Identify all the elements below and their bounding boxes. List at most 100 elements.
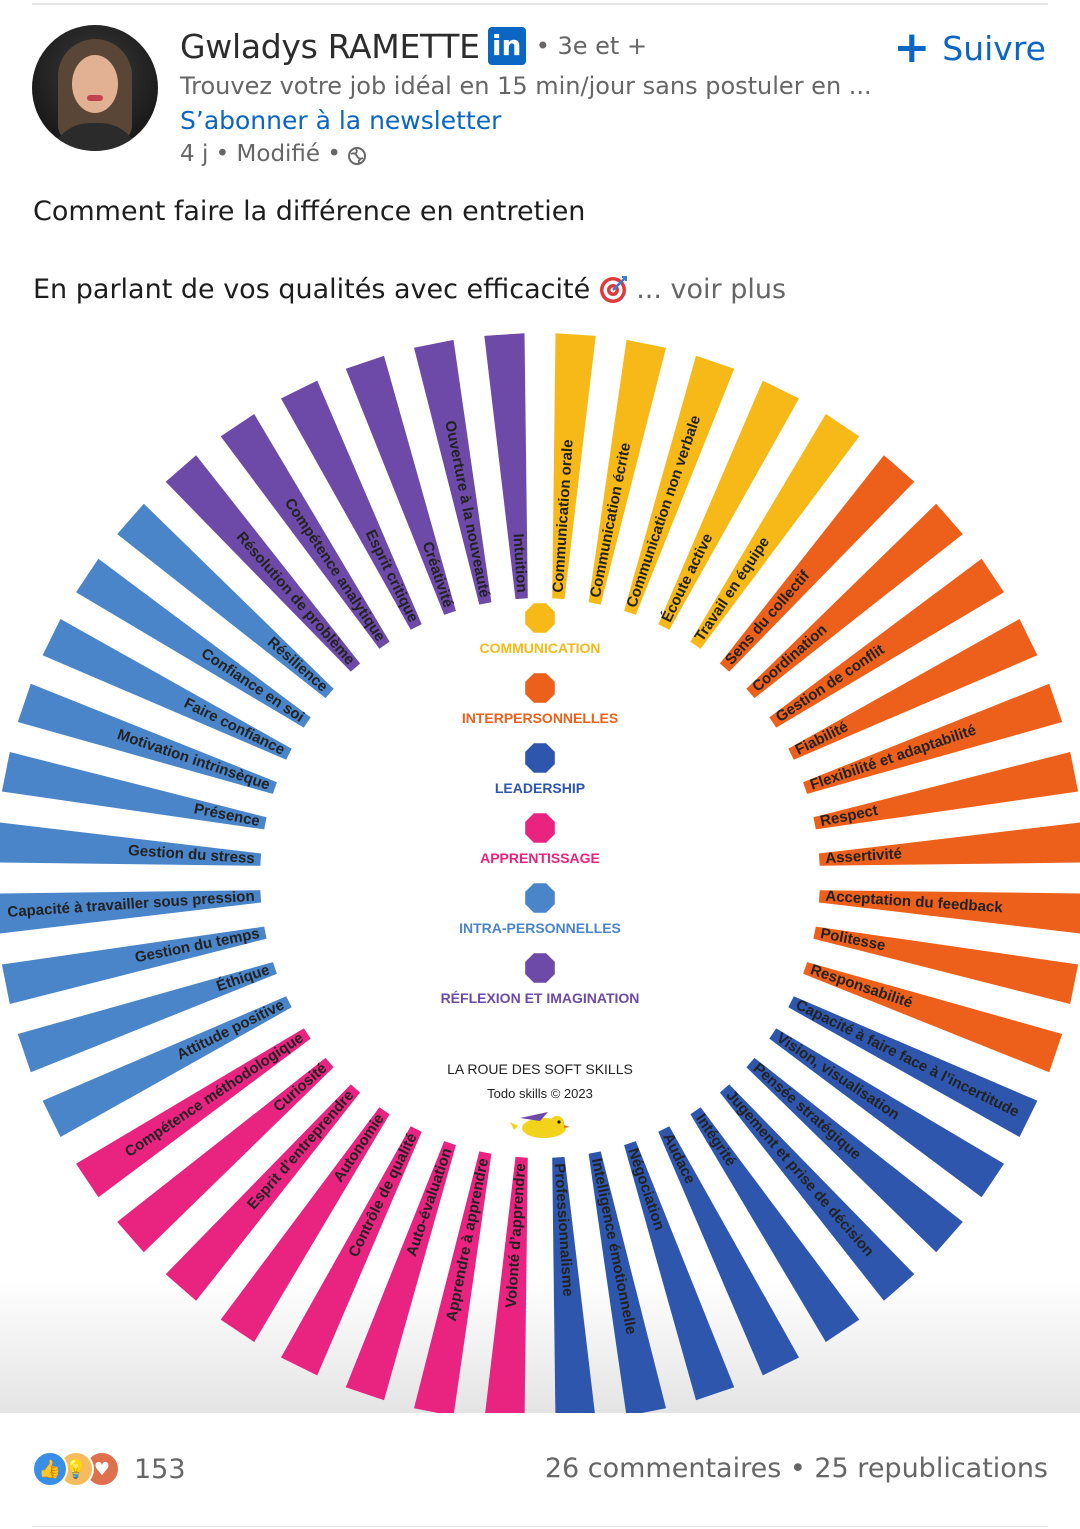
- post-image[interactable]: Communication orale Communication écrite C…: [0, 318, 1080, 1413]
- wheel-spoke-label: Politesse: [819, 925, 887, 955]
- post-text-line-2-content: En parlant de vos qualités avec efficaci…: [33, 274, 591, 305]
- legend-layer: COMMUNICATION INTERPERSONNELLES LEADERSHIP…: [441, 603, 640, 1006]
- plus-icon: +: [893, 22, 931, 73]
- author-line: Gwladys RAMETTE in • 3e et +: [180, 24, 647, 68]
- wheel-spoke-label: Curiosité: [270, 1060, 330, 1116]
- wheel-spoke: [165, 455, 361, 672]
- wheel-spoke: [552, 1156, 595, 1413]
- bird-logo-icon: [510, 1112, 570, 1138]
- spokes-layer: Communication orale Communication écriteC…: [0, 333, 1080, 1413]
- wheel-spoke: [818, 890, 1080, 934]
- wheel-spoke: [588, 1151, 666, 1413]
- wheel-spoke-label: Résilience: [264, 634, 331, 696]
- reaction-count: 153: [134, 1453, 186, 1485]
- globe-icon: [347, 147, 366, 165]
- legend-label: APPRENTISSAGE: [480, 850, 600, 866]
- soft-skills-wheel: Communication orale Communication écriteC…: [0, 333, 1080, 1413]
- reactions[interactable]: 👍 💡 ♥ 153: [32, 1451, 186, 1487]
- legend-swatch: [525, 603, 555, 633]
- comments-reposts-count[interactable]: 26 commentaires • 25 republications: [544, 1453, 1048, 1484]
- wheel-spoke: [658, 380, 799, 630]
- wheel-spoke-label: Autonomie: [330, 1111, 388, 1186]
- wheel-spoke-label: Assertivité: [825, 845, 903, 867]
- wheel-spoke: [281, 380, 422, 630]
- wheel-spoke-label: Résolution de problème: [233, 529, 358, 669]
- legend-swatch: [525, 673, 555, 703]
- legend-label: COMMUNICATION: [479, 640, 600, 656]
- wheel-spoke: [220, 1107, 390, 1342]
- wheel-spoke: [690, 1107, 860, 1342]
- wheel-spoke: [281, 1126, 422, 1376]
- wheel-spoke: [414, 1151, 492, 1413]
- wheel-spoke: [813, 752, 1079, 830]
- wheel-spoke-label: Auto-évaluation: [403, 1146, 456, 1259]
- wheel-spoke: [345, 355, 456, 615]
- target-emoji-icon: [600, 275, 628, 303]
- wheel-spoke-label: Créativité: [419, 540, 457, 610]
- wheel-spoke: [17, 683, 277, 794]
- connection-degree: • 3e et +: [535, 32, 648, 60]
- wheel-spoke: [0, 890, 262, 934]
- wheel-spoke: [165, 1084, 361, 1301]
- wheel-spoke: [1, 752, 267, 830]
- wheel-spoke: [588, 339, 666, 605]
- wheel-spoke: [769, 1028, 1004, 1198]
- legend-swatch: [525, 953, 555, 983]
- wheel-spoke-label: Responsabilité: [808, 961, 915, 1011]
- wheel-subtitle: Todo skills © 2023: [487, 1086, 593, 1101]
- linkedin-badge-icon: in: [487, 27, 526, 65]
- wheel-spoke: [769, 558, 1004, 728]
- legend-swatch: [525, 883, 555, 913]
- see-more-link[interactable]: ... voir plus: [636, 274, 787, 305]
- wheel-spoke-label: Respect: [819, 802, 880, 830]
- wheel-spoke-label: Éthique: [214, 961, 272, 995]
- wheel-spoke: [0, 822, 262, 866]
- legend-swatch: [525, 743, 555, 773]
- wheel-spoke: [117, 1057, 334, 1253]
- wheel-spoke: [803, 962, 1063, 1073]
- legend-label: RÉFLEXION ET IMAGINATION: [441, 990, 640, 1006]
- wheel-spoke: [813, 926, 1079, 1004]
- top-divider: [32, 3, 1048, 5]
- wheel-spoke-label: Intuition: [509, 533, 530, 593]
- avatar-face: [72, 55, 118, 113]
- wheel-spoke: [624, 1141, 735, 1401]
- wheel-spoke: [746, 503, 963, 699]
- wheel-spoke: [746, 1057, 963, 1253]
- legend-label: INTERPERSONNELLES: [462, 710, 618, 726]
- wheel-spoke: [76, 1028, 311, 1198]
- avatar-lips: [87, 95, 103, 101]
- post-text-line-1: Comment faire la différence en entretien: [33, 196, 586, 227]
- wheel-spoke: [624, 355, 735, 615]
- wheel-spoke: [788, 619, 1038, 760]
- like-reaction-icon: 👍: [32, 1451, 68, 1487]
- wheel-spoke: [17, 962, 277, 1073]
- legend-label: INTRA-PERSONNELLES: [459, 920, 621, 936]
- wheel-spoke: [220, 414, 390, 649]
- post-time: 4 j • Modifié •: [180, 141, 341, 167]
- follow-button[interactable]: + Suivre: [893, 22, 1046, 73]
- wheel-spoke: [117, 503, 334, 699]
- wheel-spoke: [485, 1156, 528, 1413]
- wheel-spoke: [1, 926, 267, 1004]
- wheel-spoke: [818, 822, 1080, 866]
- legend-label: LEADERSHIP: [495, 780, 585, 796]
- author-headline[interactable]: Trouvez votre job idéal en 15 min/jour s…: [180, 72, 872, 100]
- wheel-spoke: [552, 333, 596, 600]
- wheel-spoke: [690, 414, 860, 649]
- wheel-spoke: [719, 1084, 915, 1301]
- social-bar: 👍 💡 ♥ 153 26 commentaires • 25 republica…: [0, 1413, 1080, 1529]
- wheel-spoke: [42, 996, 292, 1137]
- wheel-spoke: [42, 619, 292, 760]
- wheel-spoke: [788, 996, 1038, 1137]
- author-name[interactable]: Gwladys RAMETTE: [180, 26, 480, 66]
- wheel-spoke: [414, 339, 492, 605]
- wheel-spoke-label: Intégrité: [692, 1111, 739, 1170]
- author-avatar[interactable]: [32, 25, 158, 151]
- legend-swatch: [525, 813, 555, 843]
- wheel-spoke-label: Présence: [193, 800, 262, 830]
- wheel-spoke: [345, 1141, 456, 1401]
- wheel-spoke: [719, 455, 915, 672]
- newsletter-subscribe-link[interactable]: S’abonner à la newsletter: [180, 106, 502, 135]
- wheel-spoke-label: Gestion du temps: [133, 925, 261, 966]
